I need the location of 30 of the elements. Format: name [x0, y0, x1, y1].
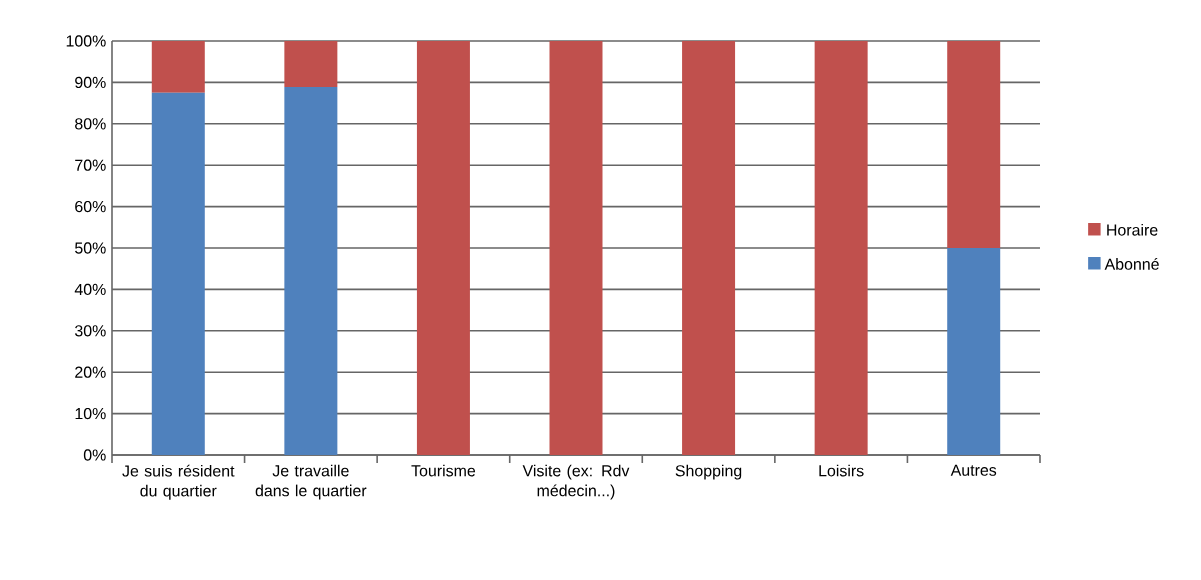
- x-tick-label: Tourisme: [411, 464, 476, 477]
- x-tick-label: Autres: [950, 464, 997, 476]
- bar: [682, 40, 736, 455]
- y-tick-label: 100%: [66, 35, 106, 47]
- x-tick-label: Je suis résident du quartier: [122, 464, 235, 500]
- bar: [416, 40, 470, 455]
- y-tick-label: 30%: [74, 325, 106, 337]
- bar: [151, 92, 205, 455]
- y-tick-label: 0%: [83, 449, 106, 461]
- x-tick-label: Shopping: [675, 464, 742, 480]
- y-tick-label: 70%: [75, 159, 106, 171]
- bar: [814, 40, 868, 455]
- x-tick-label: Visite (ex: Rdv médecin...): [522, 464, 630, 500]
- bar: [947, 248, 1001, 455]
- bar: [284, 40, 338, 87]
- x-tick-label: Loisirs: [819, 464, 864, 477]
- y-tick-label: 90%: [75, 76, 106, 89]
- bar: [947, 40, 1001, 248]
- y-tick-label: 60%: [75, 200, 106, 213]
- y-tick-label: 10%: [75, 407, 106, 420]
- bar: [549, 40, 603, 455]
- y-tick-label: 20%: [75, 366, 106, 378]
- bar: [151, 40, 205, 93]
- y-tick-label: 40%: [74, 283, 106, 296]
- legend-label: Abonné: [1104, 257, 1159, 270]
- x-tick-label: Je travaille dans le quartier: [255, 464, 367, 500]
- legend-label: Horaire: [1107, 223, 1158, 236]
- y-tick-label: 50%: [75, 242, 106, 254]
- y-tick-label: 80%: [75, 118, 106, 130]
- bar: [284, 86, 338, 455]
